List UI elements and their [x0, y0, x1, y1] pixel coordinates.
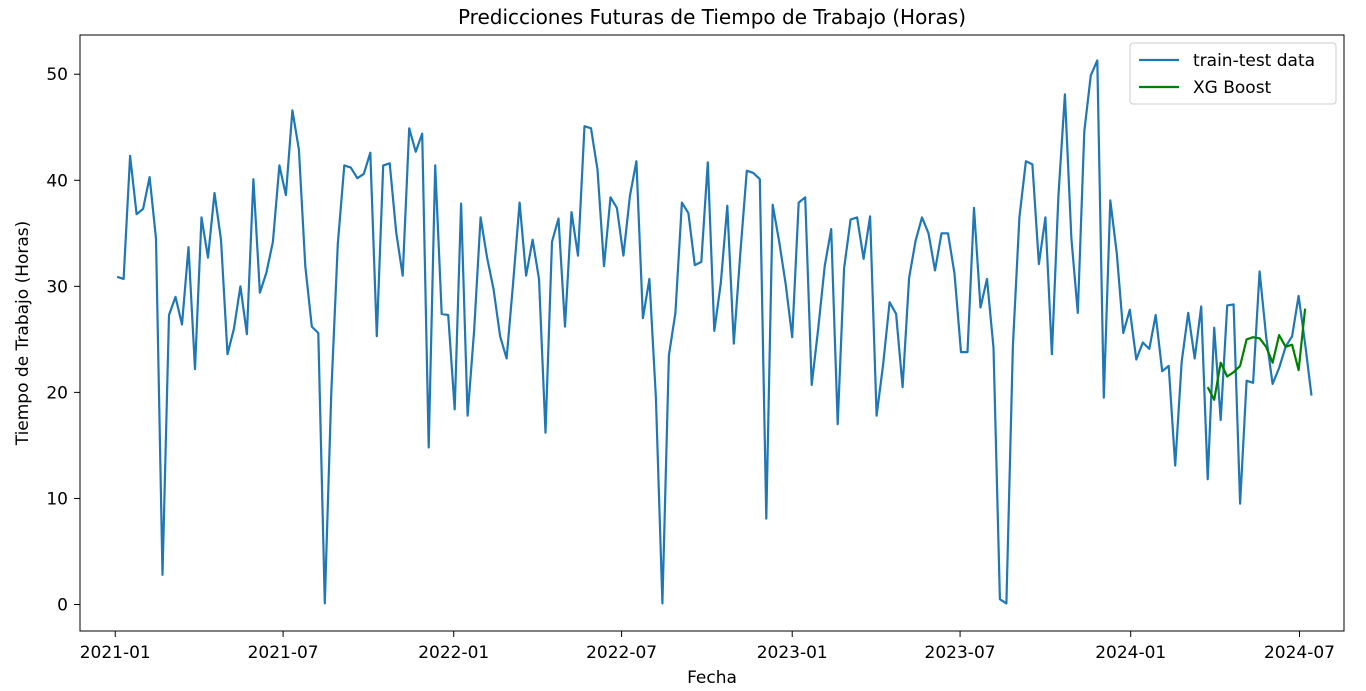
legend-label-train-test: train-test data	[1193, 51, 1315, 71]
y-axis-ticks: 0 10 20 30 40 50	[46, 65, 80, 615]
legend-box	[1129, 42, 1337, 105]
y-tick-label: 30	[46, 277, 68, 297]
chart-title: Predicciones Futuras de Tiempo de Trabaj…	[458, 5, 966, 29]
x-axis-ticks: 2021-01 2021-07 2022-01 2022-07 2023-01 2023-…	[80, 631, 1335, 663]
legend: train-test data XG Boost	[1129, 42, 1337, 105]
x-tick-label: 2021-07	[248, 643, 319, 663]
x-tick-label: 2023-07	[925, 643, 996, 663]
y-tick-label: 50	[46, 65, 68, 85]
plot-frame	[79, 34, 1345, 632]
y-tick-label: 20	[46, 383, 68, 403]
plot-lines	[116, 59, 1313, 605]
series-line-xg-boost	[1206, 308, 1307, 401]
y-axis-title: Tiempo de Trabajo (Horas)	[13, 221, 33, 447]
y-tick-label: 40	[46, 171, 68, 191]
x-axis-title: Fecha	[687, 668, 737, 688]
x-tick-label: 2021-01	[80, 643, 151, 663]
x-tick-label: 2023-01	[757, 643, 828, 663]
x-tick-label: 2024-01	[1095, 643, 1166, 663]
x-tick-label: 2022-01	[418, 643, 489, 663]
x-tick-label: 2024-07	[1264, 643, 1335, 663]
y-tick-label: 10	[46, 489, 68, 509]
legend-label-xgboost: XG Boost	[1193, 78, 1272, 98]
series-line-train-test-data	[116, 59, 1313, 605]
x-tick-label: 2022-07	[586, 643, 657, 663]
y-tick-label: 0	[57, 595, 68, 615]
